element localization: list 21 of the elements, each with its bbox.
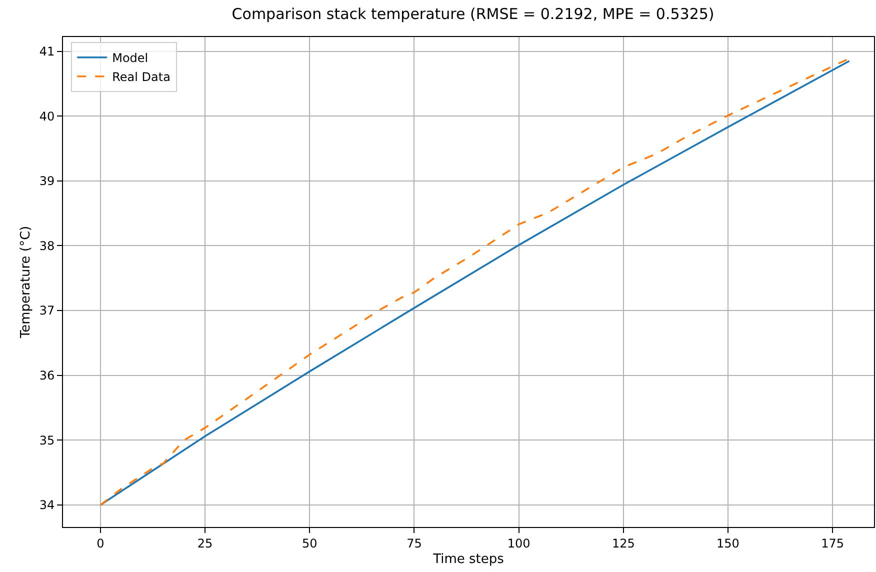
legend-label: Real Data [112,70,170,84]
x-axis-title: Time steps [432,552,504,567]
y-tick-label: 41 [39,44,55,58]
x-tick-label: 0 [96,536,104,550]
chart-title: Comparison stack temperature (RMSE = 0.2192, MPE = 0.5325) [232,5,714,24]
y-tick-label: 34 [39,498,55,512]
x-tick-label: 125 [612,536,635,550]
x-tick-label: 50 [302,536,318,550]
y-tick-label: 36 [39,368,55,383]
y-tick-label: 39 [39,174,55,188]
x-tick-label: 25 [197,536,213,550]
y-tick-label: 40 [39,109,55,124]
y-tick-label: 37 [39,304,55,318]
y-tick-label: 38 [39,238,55,253]
x-tick-label: 175 [821,536,844,550]
x-tick-label: 100 [507,536,530,550]
legend-label: Model [112,51,148,66]
x-tick-label: 150 [716,536,740,550]
y-tick-label: 35 [39,433,55,448]
x-tick-label: 75 [406,536,422,550]
y-axis-title: Temperature (°C) [18,226,34,340]
